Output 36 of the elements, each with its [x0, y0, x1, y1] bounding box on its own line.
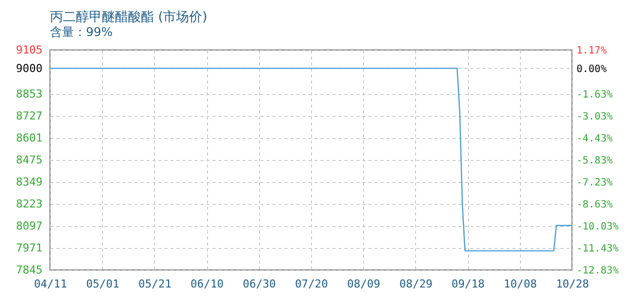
x-tick-label: 10/28 — [556, 278, 590, 290]
y2-tick-label: -11.43% — [576, 244, 619, 254]
x-tick-label: 08/09 — [347, 278, 380, 290]
chart-subtitle: 含量：99% — [50, 25, 113, 39]
y-tick-label: 9000 — [16, 62, 42, 75]
x-tick-label: 08/29 — [399, 278, 432, 290]
x-tick-label: 05/01 — [86, 278, 120, 290]
y2-tick-label: -1.63% — [576, 90, 613, 100]
x-tick-label: 04/11 — [34, 278, 68, 290]
chart-title: 丙二醇甲醚醋酸酯 (市场价) — [50, 10, 208, 25]
y2-tick-label: -3.03% — [576, 112, 613, 122]
y2-tick-label: -7.23% — [576, 178, 613, 188]
y-tick-label: 8349 — [16, 176, 42, 188]
x-tick-label: 05/21 — [138, 278, 172, 290]
y-tick-label: 8475 — [16, 154, 42, 166]
y-tick-label: 9105 — [16, 44, 42, 56]
y-tick-label: 8601 — [16, 132, 42, 144]
y-tick-label: 8727 — [16, 110, 42, 122]
y-tick-label: 8097 — [16, 220, 42, 232]
y-tick-label: 8853 — [16, 88, 42, 100]
y2-tick-label: -8.63% — [576, 200, 613, 210]
x-tick-label: 10/08 — [504, 278, 537, 290]
y2-tick-label: -10.03% — [576, 222, 619, 232]
y2-tick-label: 1.17% — [576, 46, 607, 56]
y2-tick-label: -12.83% — [576, 266, 619, 276]
x-tick-label: 07/20 — [294, 278, 328, 290]
y-tick-label: 7845 — [16, 264, 42, 276]
y2-tick-label: 0.00% — [576, 64, 607, 75]
x-tick-label: 06/30 — [242, 278, 276, 290]
x-tick-label: 09/18 — [452, 278, 485, 290]
y2-tick-label: -4.43% — [576, 134, 613, 144]
y-tick-label: 8223 — [16, 198, 42, 210]
x-tick-label: 06/10 — [190, 278, 224, 290]
y2-tick-label: -5.83% — [576, 156, 613, 166]
y-tick-label: 7971 — [16, 242, 42, 254]
line-series — [49, 68, 573, 252]
